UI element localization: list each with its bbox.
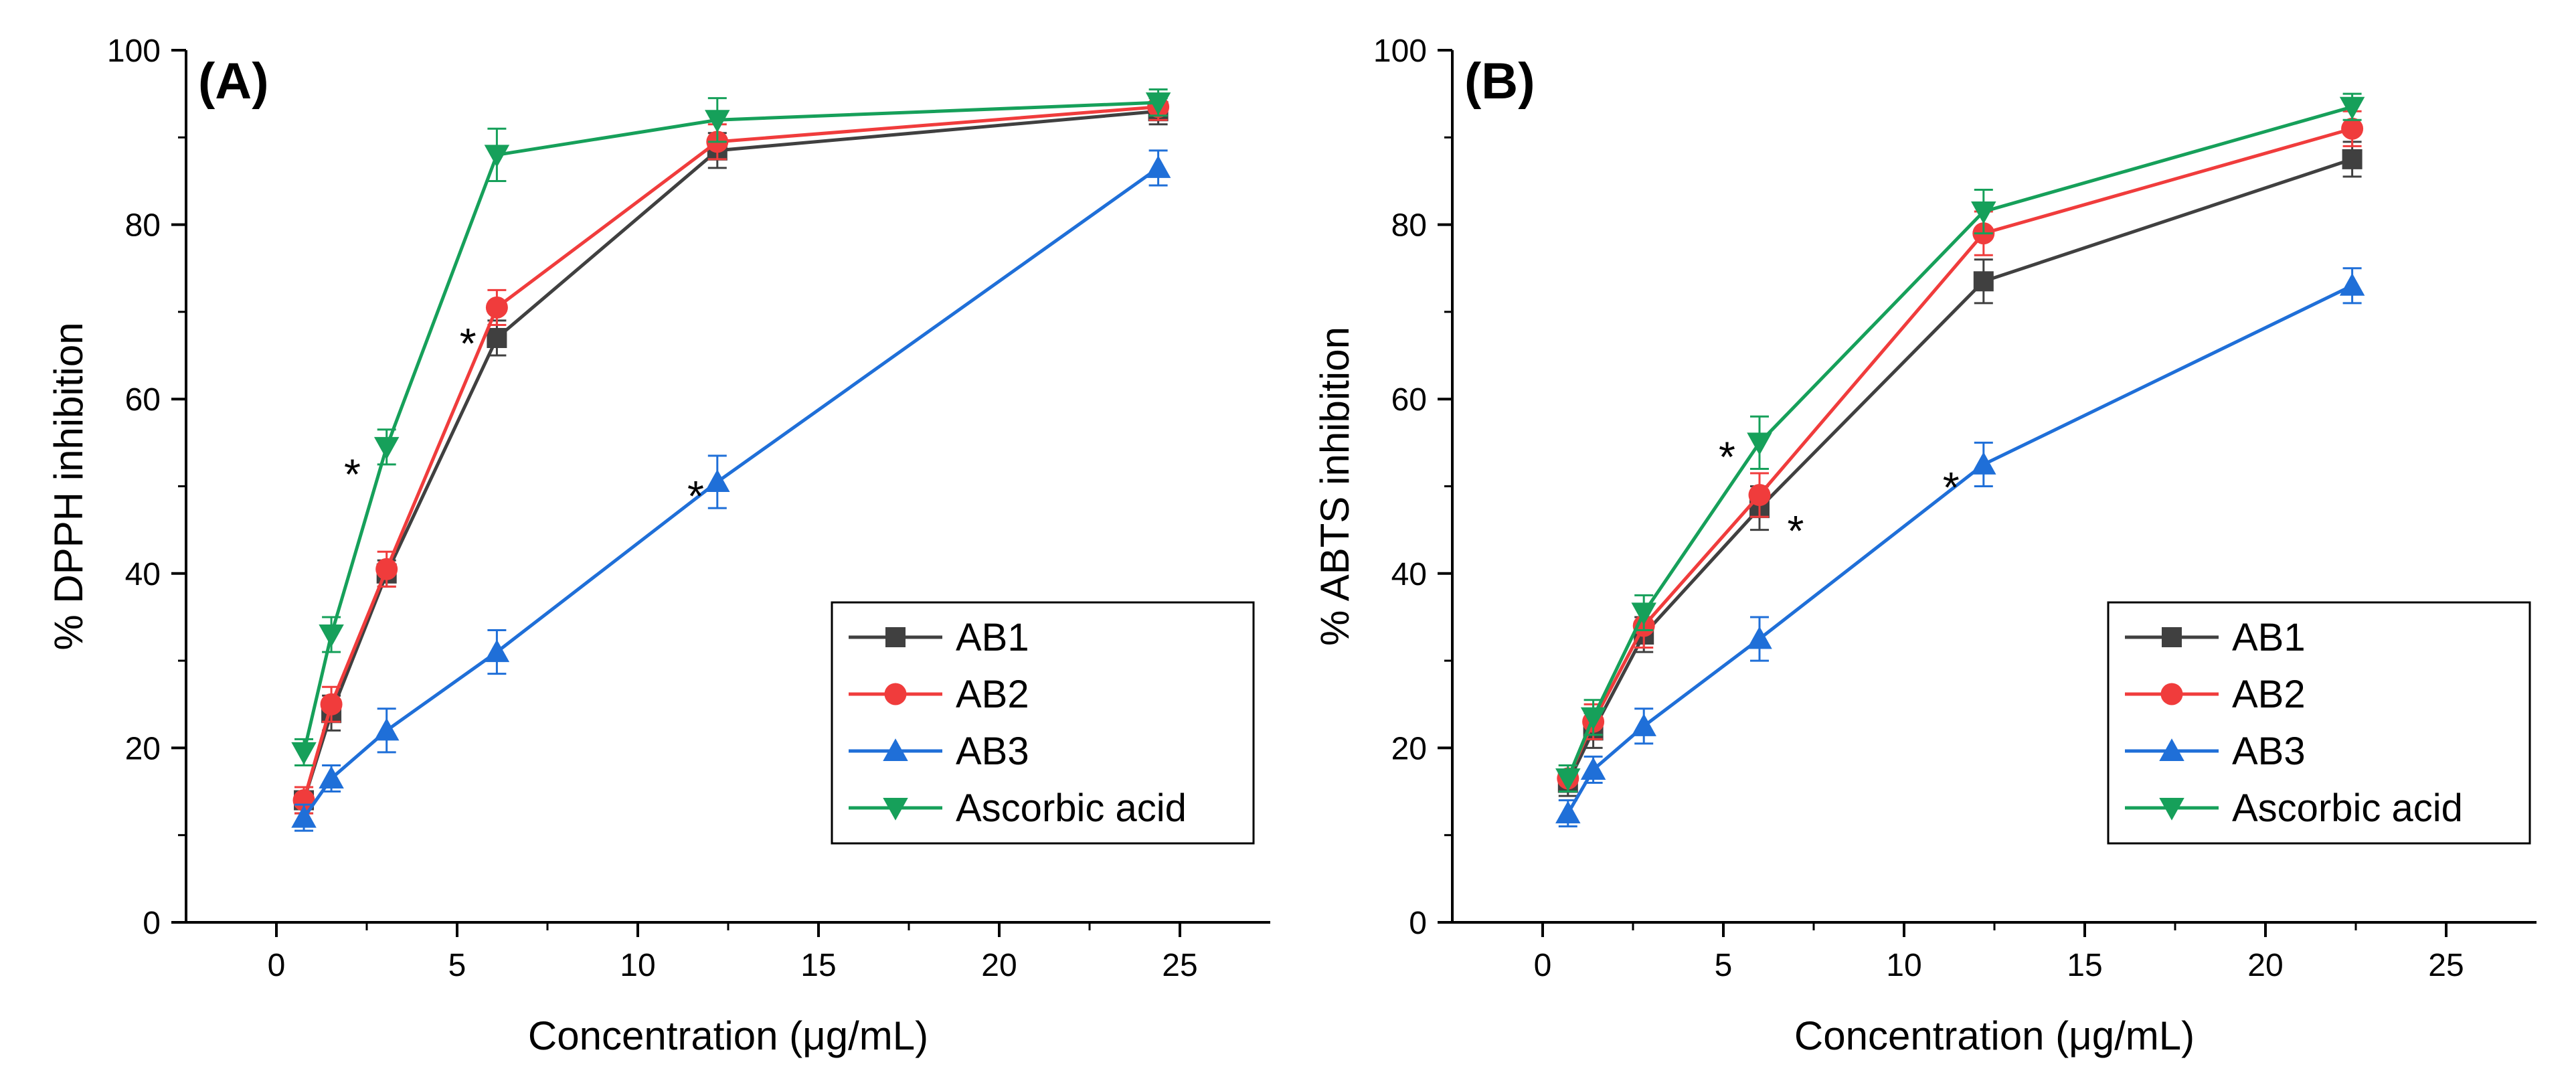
- data-point: [484, 639, 510, 663]
- data-point: [1555, 801, 1581, 824]
- legend-marker: [2160, 683, 2183, 705]
- data-point: [2339, 96, 2365, 120]
- legend-label: AB1: [956, 616, 1029, 659]
- chart-panel-b: 0 5 10 15 20 25 0 20 40 60 80 100 Concentration (μg/…: [1312, 33, 2537, 1058]
- legend-marker: [885, 627, 906, 647]
- x-axis-title: Concentration (μg/mL): [1794, 1013, 2195, 1058]
- y-tick-label: 80: [1391, 208, 1427, 244]
- data-point: [2342, 149, 2363, 169]
- significance-star: *: [344, 450, 361, 498]
- x-tick-label: 20: [2247, 948, 2283, 983]
- x-axis-title: Concentration (μg/mL): [528, 1013, 928, 1058]
- legend-marker: [2159, 798, 2184, 821]
- x-tick-label: 5: [448, 948, 466, 983]
- data-point: [705, 110, 730, 133]
- x-tick-label: 10: [620, 948, 655, 983]
- legend-marker: [884, 683, 907, 705]
- legend-marker: [2162, 627, 2182, 647]
- significance-star: *: [1788, 507, 1804, 555]
- legend-label: AB3: [2232, 730, 2306, 773]
- legend-label: AB3: [956, 730, 1029, 773]
- y-tick-label: 60: [1391, 382, 1427, 418]
- significance-star: *: [687, 472, 704, 520]
- series-line: [302, 105, 1158, 801]
- data-point: [1631, 602, 1656, 626]
- data-point: [373, 718, 400, 741]
- data-point: [291, 742, 317, 765]
- data-point: [375, 558, 398, 580]
- data-point: [484, 145, 510, 168]
- legend: AB1 AB2 AB3 Ascorbic acid: [2107, 601, 2531, 845]
- legend-label: Ascorbic acid: [956, 786, 1187, 830]
- data-point: [373, 436, 400, 460]
- data-point: [2339, 273, 2365, 296]
- y-tick-label: 20: [1391, 731, 1427, 766]
- y-tick-label: 20: [125, 731, 161, 766]
- series-ascorbic-acid: [1555, 92, 2365, 793]
- x-tick-label: 5: [1715, 948, 1733, 983]
- legend-label: AB2: [2232, 673, 2306, 716]
- data-point: [292, 789, 315, 812]
- x-tick-label: 15: [800, 948, 836, 983]
- x-tick-label: 0: [1534, 948, 1552, 983]
- legend-marker: [883, 798, 908, 821]
- data-point: [705, 469, 730, 492]
- y-tick-label: 80: [125, 208, 161, 244]
- data-point: [2341, 117, 2364, 140]
- data-point: [1747, 626, 1772, 649]
- series-line: [1566, 105, 2353, 779]
- series-ascorbic-acid: [291, 88, 1171, 766]
- x-tick-label: 10: [1886, 948, 1921, 983]
- panel-label: (B): [1464, 53, 1535, 110]
- x-tick-label: 25: [1162, 948, 1197, 983]
- series-ab3: [1555, 267, 2365, 828]
- y-tick-label: 40: [125, 557, 161, 592]
- series-ab3: [291, 149, 1171, 832]
- data-point: [1973, 271, 1994, 292]
- legend-label: Ascorbic acid: [2232, 786, 2463, 830]
- significance-star: *: [460, 319, 477, 367]
- data-point: [320, 693, 343, 716]
- data-point: [1145, 92, 1171, 115]
- data-point: [1971, 452, 1996, 475]
- panel-label: (A): [198, 53, 269, 110]
- y-tick-label: 0: [1409, 906, 1427, 941]
- data-point: [1145, 155, 1171, 178]
- legend-marker: [2159, 738, 2184, 761]
- data-point: [1631, 714, 1656, 736]
- significance-star: *: [1719, 432, 1735, 481]
- y-axis-title: % ABTS inhibition: [1312, 327, 1357, 646]
- y-tick-label: 40: [1391, 557, 1427, 592]
- legend-label: AB1: [2232, 616, 2306, 659]
- y-tick-label: 60: [125, 382, 161, 418]
- legend: AB1 AB2 AB3 Ascorbic acid: [831, 601, 1255, 845]
- y-tick-label: 100: [107, 33, 161, 69]
- x-tick-label: 0: [268, 948, 286, 983]
- data-point: [1971, 201, 1996, 224]
- x-tick-label: 25: [2428, 948, 2464, 983]
- chart-panel-a: 0 5 10 15 20 25 0 20 40 60 80 100 Concentration (μg/…: [46, 33, 1270, 1058]
- y-tick-label: 0: [143, 906, 161, 941]
- data-point: [291, 805, 317, 828]
- significance-star: *: [1943, 463, 1960, 511]
- y-axis-title: % DPPH inhibition: [46, 322, 91, 650]
- data-point: [1580, 707, 1606, 730]
- data-point: [319, 624, 344, 647]
- y-tick-label: 100: [1373, 33, 1427, 69]
- data-point: [1555, 768, 1581, 791]
- series-line: [302, 109, 1158, 801]
- data-point: [485, 296, 508, 319]
- legend-marker: [883, 738, 908, 761]
- x-tick-label: 15: [2067, 948, 2102, 983]
- data-point: [1748, 484, 1771, 507]
- data-point: [487, 327, 507, 348]
- legend-label: AB2: [956, 673, 1029, 716]
- data-point: [1747, 432, 1772, 456]
- x-tick-label: 20: [981, 948, 1017, 983]
- data-point: [1580, 757, 1606, 780]
- data-point: [319, 766, 344, 789]
- series-line: [302, 100, 1158, 753]
